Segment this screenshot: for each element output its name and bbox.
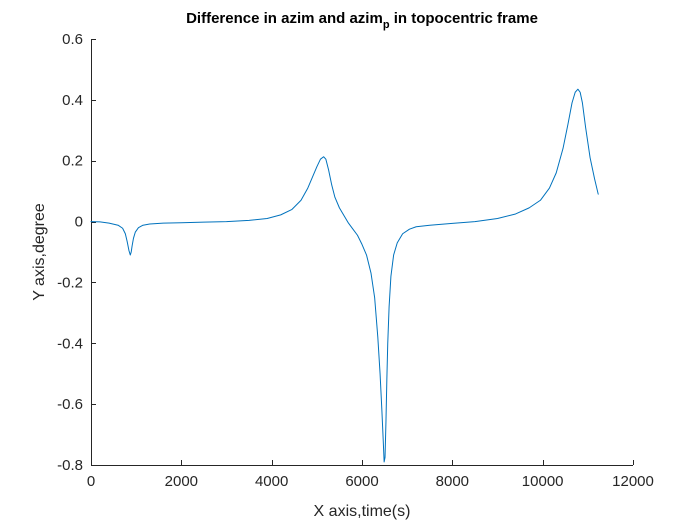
y-tick-label: 0.4: [62, 92, 83, 109]
x-axis-ticks: 0 2000 4000 6000 8000 10000 12000: [87, 460, 654, 490]
series-line-0: [90, 88, 599, 463]
chart-title-rest: in topocentric frame: [390, 10, 538, 27]
x-tick-label: 4000: [255, 473, 288, 490]
plot-area: [91, 39, 633, 465]
x-tick-label: 6000: [345, 473, 378, 490]
y-axis-ticks: -0.8 -0.6 -0.4 -0.2 0 0.2 0.4 0.6: [57, 31, 96, 474]
x-tick-label: 12000: [612, 473, 654, 490]
y-tick-label: -0.4: [57, 335, 83, 352]
x-tick-label: 8000: [436, 473, 469, 490]
chart-title-main: Difference in azim and azim: [186, 10, 383, 27]
chart-title-subscript: p: [383, 19, 390, 31]
x-tick-label: 10000: [522, 473, 564, 490]
x-tick-label: 2000: [165, 473, 198, 490]
y-tick-label: 0: [75, 214, 83, 231]
y-tick-label: -0.2: [57, 274, 83, 291]
x-tick-label: 0: [87, 473, 95, 490]
chart-title: Difference in azim and azimp in topocent…: [186, 10, 538, 31]
y-tick-label: -0.8: [57, 457, 83, 474]
y-tick-label: -0.6: [57, 396, 83, 413]
y-axis-title: Y axis,degree: [31, 203, 48, 301]
axes: [91, 39, 633, 466]
series-layer: [90, 88, 599, 463]
x-axis-title: X axis,time(s): [314, 503, 411, 520]
y-tick-label: 0.6: [62, 31, 83, 48]
y-tick-label: 0.2: [62, 153, 83, 170]
